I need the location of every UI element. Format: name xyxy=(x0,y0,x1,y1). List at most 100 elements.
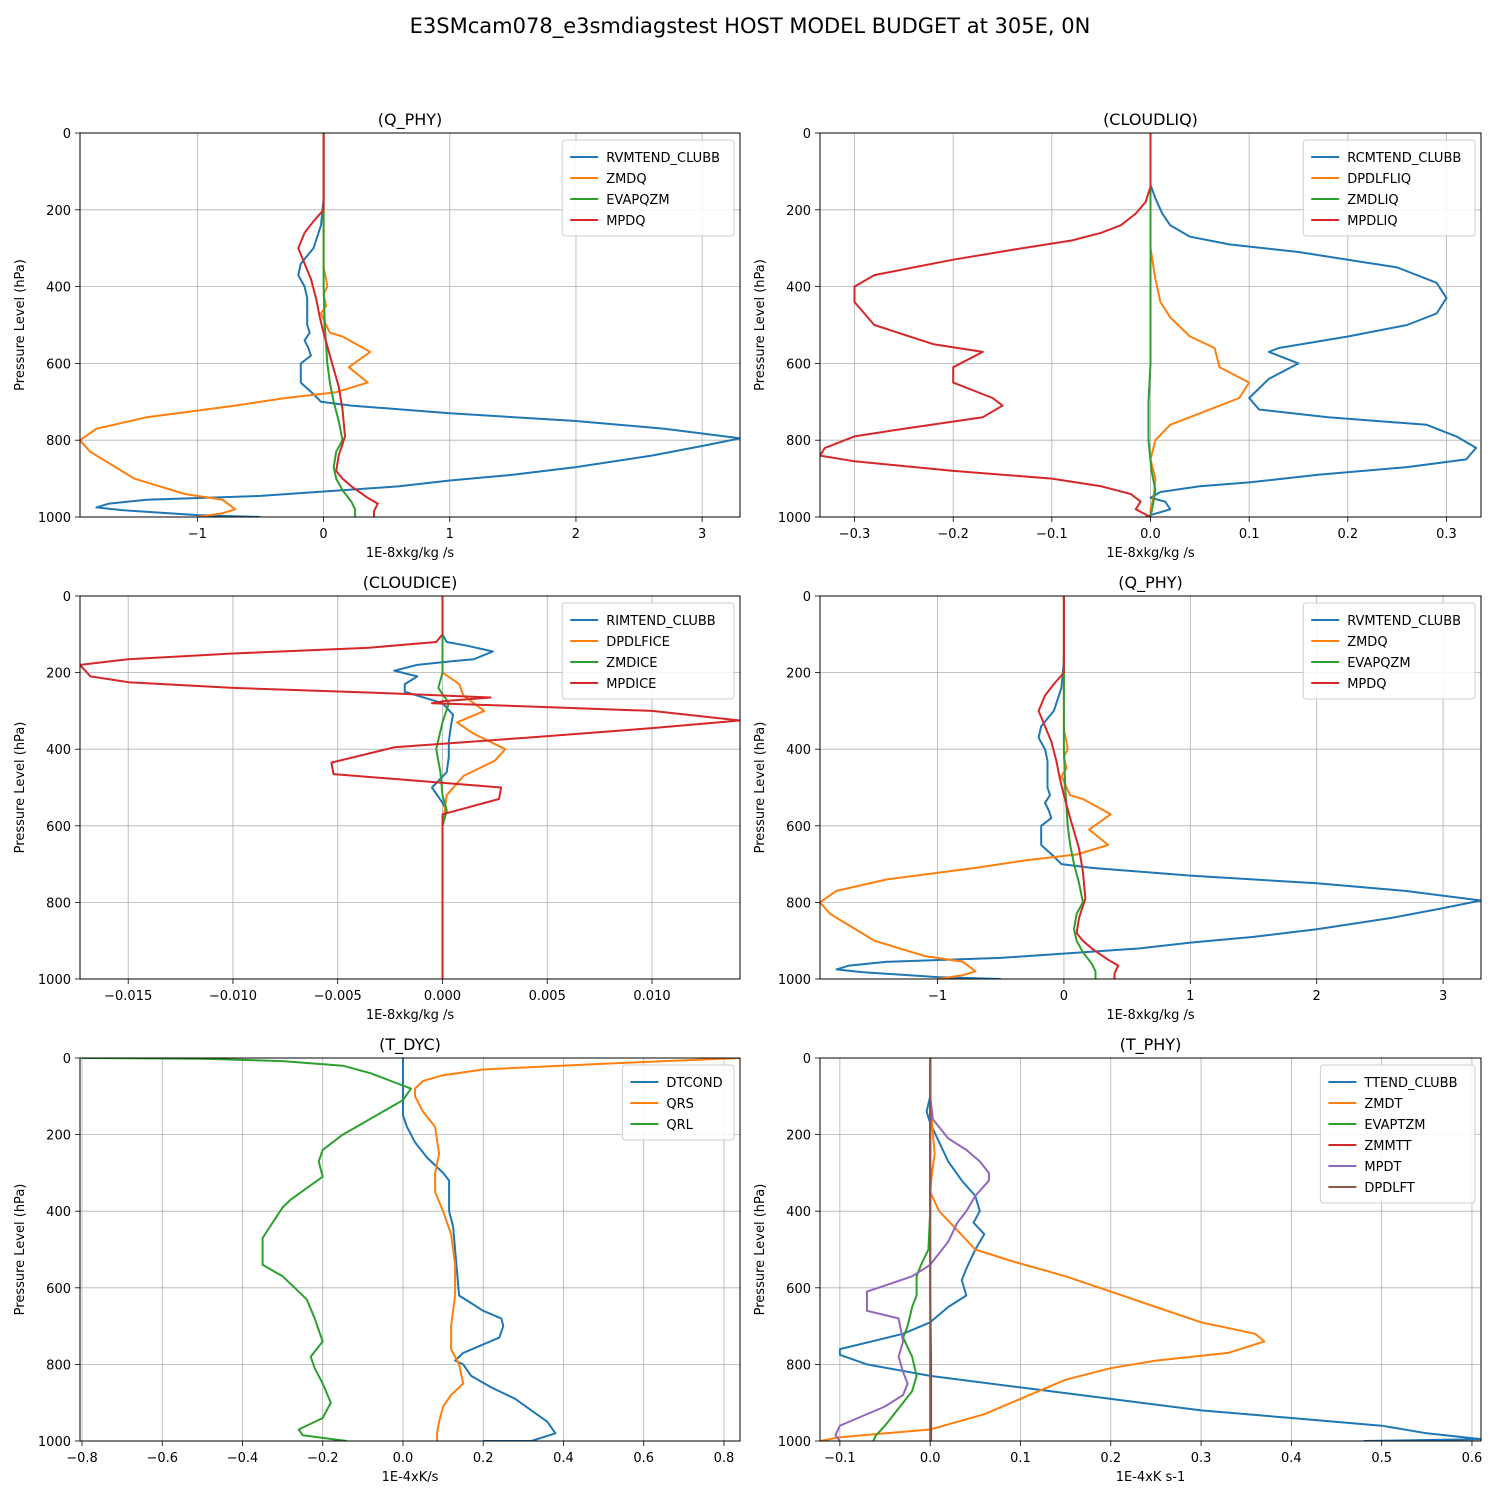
subplot-2: −0.3 −0.2 −0.1 0.0 0.1 0.2 0.3 0 200 400 600 800 100… xyxy=(753,110,1482,561)
legend-entry: QRS xyxy=(666,1097,694,1112)
y-axis-label: Pressure Level (hPa) xyxy=(753,722,768,854)
series-line-zmdq xyxy=(80,133,372,517)
series-line-zmdq xyxy=(820,596,1112,979)
y-axis-label: Pressure Level (hPa) xyxy=(13,259,28,391)
y-axis-label: Pressure Level (hPa) xyxy=(753,1184,768,1316)
y-tick-label: 1000 xyxy=(778,1435,811,1450)
x-tick-label: 0.0 xyxy=(1140,527,1161,542)
y-tick-label: 0 xyxy=(63,590,71,605)
legend-box xyxy=(561,602,735,700)
y-tick-label: 0 xyxy=(803,1052,811,1067)
y-tick-label: 400 xyxy=(46,743,71,758)
y-tick-label: 0 xyxy=(803,127,811,142)
legend-entry: RCMTEND_CLUBB xyxy=(1347,151,1461,166)
series-line-mpdice xyxy=(80,596,740,979)
x-tick-label: 0.4 xyxy=(553,1451,574,1466)
y-tick-label: 800 xyxy=(46,1358,71,1373)
legend-entry: MPDQ xyxy=(1347,677,1386,692)
y-tick-label: 600 xyxy=(786,820,811,835)
legend-entry: TTEND_CLUBB xyxy=(1363,1076,1457,1091)
y-tick-label: 400 xyxy=(786,1205,811,1220)
y-tick-label: 200 xyxy=(786,667,811,682)
x-tick-label: 0.4 xyxy=(1281,1451,1302,1466)
legend-entry: RIMTEND_CLUBB xyxy=(606,614,716,629)
x-tick-label: 0.1 xyxy=(1010,1451,1031,1466)
x-axis-label: 1E-8xkg/kg /s xyxy=(366,546,455,561)
legend-entry: ZMDQ xyxy=(1347,635,1387,650)
plot-frame xyxy=(79,595,741,980)
y-tick-label: 800 xyxy=(786,1358,811,1373)
legend-entry: DPDLFICE xyxy=(606,635,670,650)
legend: RIMTEND_CLUBB DPDLFICE ZMDICE MPDICE xyxy=(561,602,735,700)
plot-frame xyxy=(819,595,1482,980)
legend-entry: ZMDQ xyxy=(606,172,646,187)
x-tick-label: 1 xyxy=(1186,989,1194,1004)
x-tick-label: 0.6 xyxy=(1462,1451,1483,1466)
series-line-evaptzm xyxy=(872,1058,932,1441)
legend: RCMTEND_CLUBB DPDLFLIQ ZMDLIQ MPDLIQ xyxy=(1302,139,1476,237)
x-axis-label: 1E-4xK/s xyxy=(382,1470,439,1485)
series-line-zmdliq xyxy=(1147,133,1157,517)
series-line-rcmtend_clubb xyxy=(1145,133,1478,517)
series-line-dpdlfliq xyxy=(1149,133,1251,517)
y-axis-label: Pressure Level (hPa) xyxy=(13,722,28,854)
subplot-5: −0.8 −0.6 −0.4 −0.2 0.0 0.2 0.4 0.6 0.8 0 200 400 60… xyxy=(13,1035,741,1485)
legend-entry: RVMTEND_CLUBB xyxy=(1347,614,1461,629)
y-tick-label: 1000 xyxy=(778,511,811,526)
x-tick-label: −0.1 xyxy=(824,1451,856,1466)
y-axis-label: Pressure Level (hPa) xyxy=(753,259,768,391)
x-tick-label: 0.8 xyxy=(714,1451,735,1466)
x-tick-label: 0.3 xyxy=(1191,1451,1212,1466)
subplot-title: (T_PHY) xyxy=(1120,1035,1182,1055)
x-tick-label: 0.010 xyxy=(633,989,670,1004)
subplot-4: −1 0 1 2 3 0 200 400 600 800 1000 (Q_PHY) 1E-8xkg/kg… xyxy=(753,573,1482,1023)
x-tick-label: −0.3 xyxy=(839,527,871,542)
y-tick-label: 600 xyxy=(786,1282,811,1297)
subplot-title: (T_DYC) xyxy=(379,1035,441,1055)
series-line-dpdlfice xyxy=(441,596,507,979)
x-tick-label: 0 xyxy=(1060,989,1068,1004)
x-axis-label: 1E-8xkg/kg /s xyxy=(1106,546,1195,561)
x-tick-label: 0.5 xyxy=(1371,1451,1392,1466)
y-axis-label: Pressure Level (hPa) xyxy=(13,1184,28,1316)
x-tick-label: 0.2 xyxy=(1337,527,1358,542)
plot-frame xyxy=(79,1057,741,1442)
y-tick-label: 800 xyxy=(786,434,811,449)
legend-entry: QRL xyxy=(666,1118,693,1133)
x-tick-label: 0 xyxy=(319,527,327,542)
x-tick-label: −0.015 xyxy=(104,989,152,1004)
x-tick-label: 0.0 xyxy=(393,1451,414,1466)
x-tick-label: 0.000 xyxy=(424,989,461,1004)
y-tick-label: 200 xyxy=(786,204,811,219)
legend-entry: DPDLFLIQ xyxy=(1347,172,1411,187)
y-tick-label: 200 xyxy=(46,1129,71,1144)
legend-entry: ZMDT xyxy=(1364,1097,1402,1112)
plot-frame xyxy=(79,132,741,518)
x-tick-label: −1 xyxy=(928,989,947,1004)
x-tick-label: 0.3 xyxy=(1436,527,1457,542)
plot-frame xyxy=(819,132,1482,518)
x-tick-label: −0.2 xyxy=(307,1451,339,1466)
x-axis-label: 1E-4xK s-1 xyxy=(1116,1470,1186,1485)
legend-entry: MPDQ xyxy=(606,214,645,229)
subplot-title: (CLOUDICE) xyxy=(363,573,458,592)
series-line-dtcond xyxy=(402,1058,557,1441)
y-tick-label: 200 xyxy=(786,1129,811,1144)
legend: TTEND_CLUBB ZMDT EVAPTZM ZMMTT MPDT DPDLFT xyxy=(1319,1064,1476,1204)
y-tick-label: 800 xyxy=(46,896,71,911)
series-line-evapqzm xyxy=(1062,596,1097,979)
x-tick-label: 1 xyxy=(446,527,454,542)
legend-entry: EVAPTZM xyxy=(1364,1118,1425,1133)
x-tick-label: −0.8 xyxy=(66,1451,98,1466)
x-tick-label: −0.4 xyxy=(227,1451,259,1466)
legend: RVMTEND_CLUBB ZMDQ EVAPQZM MPDQ xyxy=(561,139,735,237)
series-line-mpdq xyxy=(297,133,379,517)
series-line-qrs xyxy=(414,1058,740,1441)
x-tick-label: −0.010 xyxy=(209,989,257,1004)
legend-entry: DPDLFT xyxy=(1364,1181,1414,1196)
y-tick-label: 600 xyxy=(46,357,71,372)
legend-entry: EVAPQZM xyxy=(606,193,669,208)
series-line-rvmtend_clubb xyxy=(835,596,1481,979)
legend: RVMTEND_CLUBB ZMDQ EVAPQZM MPDQ xyxy=(1302,602,1476,700)
y-tick-label: 0 xyxy=(63,1052,71,1067)
